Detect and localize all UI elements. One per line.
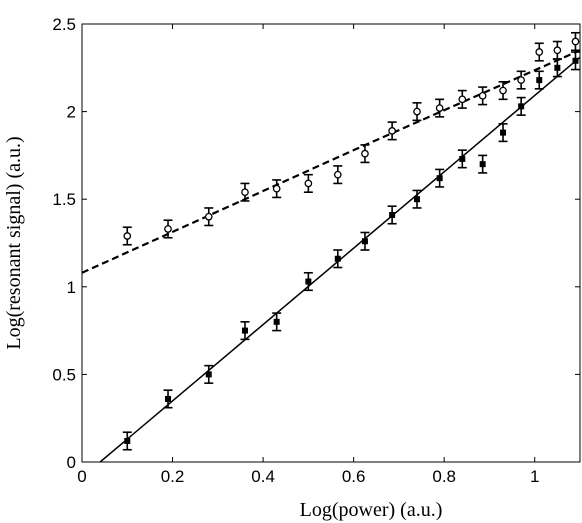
data-point-s2-18 [570,51,580,71]
data-point-s1-6 [303,173,313,193]
x-tick-label: 0.6 [342,467,366,486]
data-point-s1-2 [163,219,173,239]
y-tick-label: 1 [67,278,76,297]
data-point-s1-5 [272,179,282,199]
data-point-s2-4 [240,321,250,341]
data-point-s1-4 [240,182,250,202]
circle-marker [388,127,396,135]
circle-marker [272,184,281,193]
x-tick-label: 0.2 [161,467,185,486]
square-marker [305,278,312,285]
x-tick-label: 0 [77,467,86,486]
y-tick-label: 2.5 [52,15,76,34]
data-point-s1-9 [387,121,397,141]
data-point-s1-7 [333,165,343,185]
data-point-s2-2 [163,389,173,409]
data-point-s2-8 [360,231,370,251]
circle-marker [241,188,249,197]
data-point-s1-15 [516,70,526,90]
fit-lines [82,49,580,462]
y-tick-label: 2 [67,103,76,122]
circle-marker [435,104,444,112]
square-marker [205,371,212,378]
circle-marker [499,86,507,95]
data-point-s1-17 [552,40,562,60]
y-tick-label: 0 [67,453,76,472]
square-marker [554,64,561,71]
circle-marker [517,76,525,84]
square-marker [334,255,341,262]
circle-marker [478,91,487,100]
data-point-s1-14 [498,81,508,101]
circle-marker [535,48,544,56]
data-point-s2-5 [272,312,282,332]
data-point-s2-10 [412,189,422,209]
circle-marker [361,149,369,158]
data-point-s2-3 [204,364,214,384]
square-marker [572,57,579,64]
data-point-s1-12 [457,89,467,109]
circle-marker [571,37,580,46]
circle-marker [458,95,467,104]
circle-marker [304,179,313,188]
data-point-s1-1 [122,226,132,246]
square-marker [124,437,131,444]
data-point-s1-18 [570,31,580,52]
data-point-s2-13 [478,154,488,174]
circle-marker [123,232,132,240]
y-tick-label: 0.5 [52,365,76,384]
data-point-s1-3 [204,207,214,227]
data-point-s1-16 [534,42,544,62]
square-marker [536,77,543,84]
circle-marker [413,107,421,116]
square-marker [165,395,172,402]
data-point-s2-15 [516,96,526,116]
data-point-s2-6 [303,271,313,292]
square-marker [241,327,248,334]
data-point-s1-11 [435,98,445,118]
square-marker [500,129,507,136]
data-markers [122,31,580,451]
data-point-s2-17 [552,58,562,78]
data-point-s2-11 [435,168,445,188]
circle-marker [164,225,172,233]
data-point-s2-9 [387,205,397,225]
axis-ticks: 0 0.2 0.4 0.6 0.8 1 0 0.5 1 1.5 2 2.5 [52,15,580,486]
square-marker [479,161,486,168]
data-point-s1-13 [478,86,488,106]
x-tick-label: 0.8 [432,467,456,486]
x-axis-label: Log(power) (a.u.) [300,499,443,521]
x-tick-label: 1 [530,467,539,486]
x-tick-label: 0.4 [251,467,275,486]
square-marker [273,318,280,325]
data-point-s2-16 [534,70,544,90]
fit-line-1 [82,49,580,274]
square-marker [389,211,396,218]
y-tick-label: 1.5 [52,190,76,209]
data-point-s2-12 [457,149,467,169]
square-marker [459,155,466,162]
data-point-s2-7 [333,249,343,269]
data-point-s2-14 [498,123,508,143]
data-point-s1-10 [412,102,422,122]
circle-marker [333,170,342,179]
square-marker [436,175,443,182]
circle-marker [204,212,213,221]
plot-frame [81,23,581,463]
square-marker [361,238,368,245]
square-marker [414,196,421,203]
square-marker [518,103,525,110]
data-point-s2-1 [122,431,132,451]
y-axis-label: Log(resonant signal) (a.u.) [3,136,25,349]
circle-marker [553,46,562,55]
data-point-s1-8 [360,144,370,164]
